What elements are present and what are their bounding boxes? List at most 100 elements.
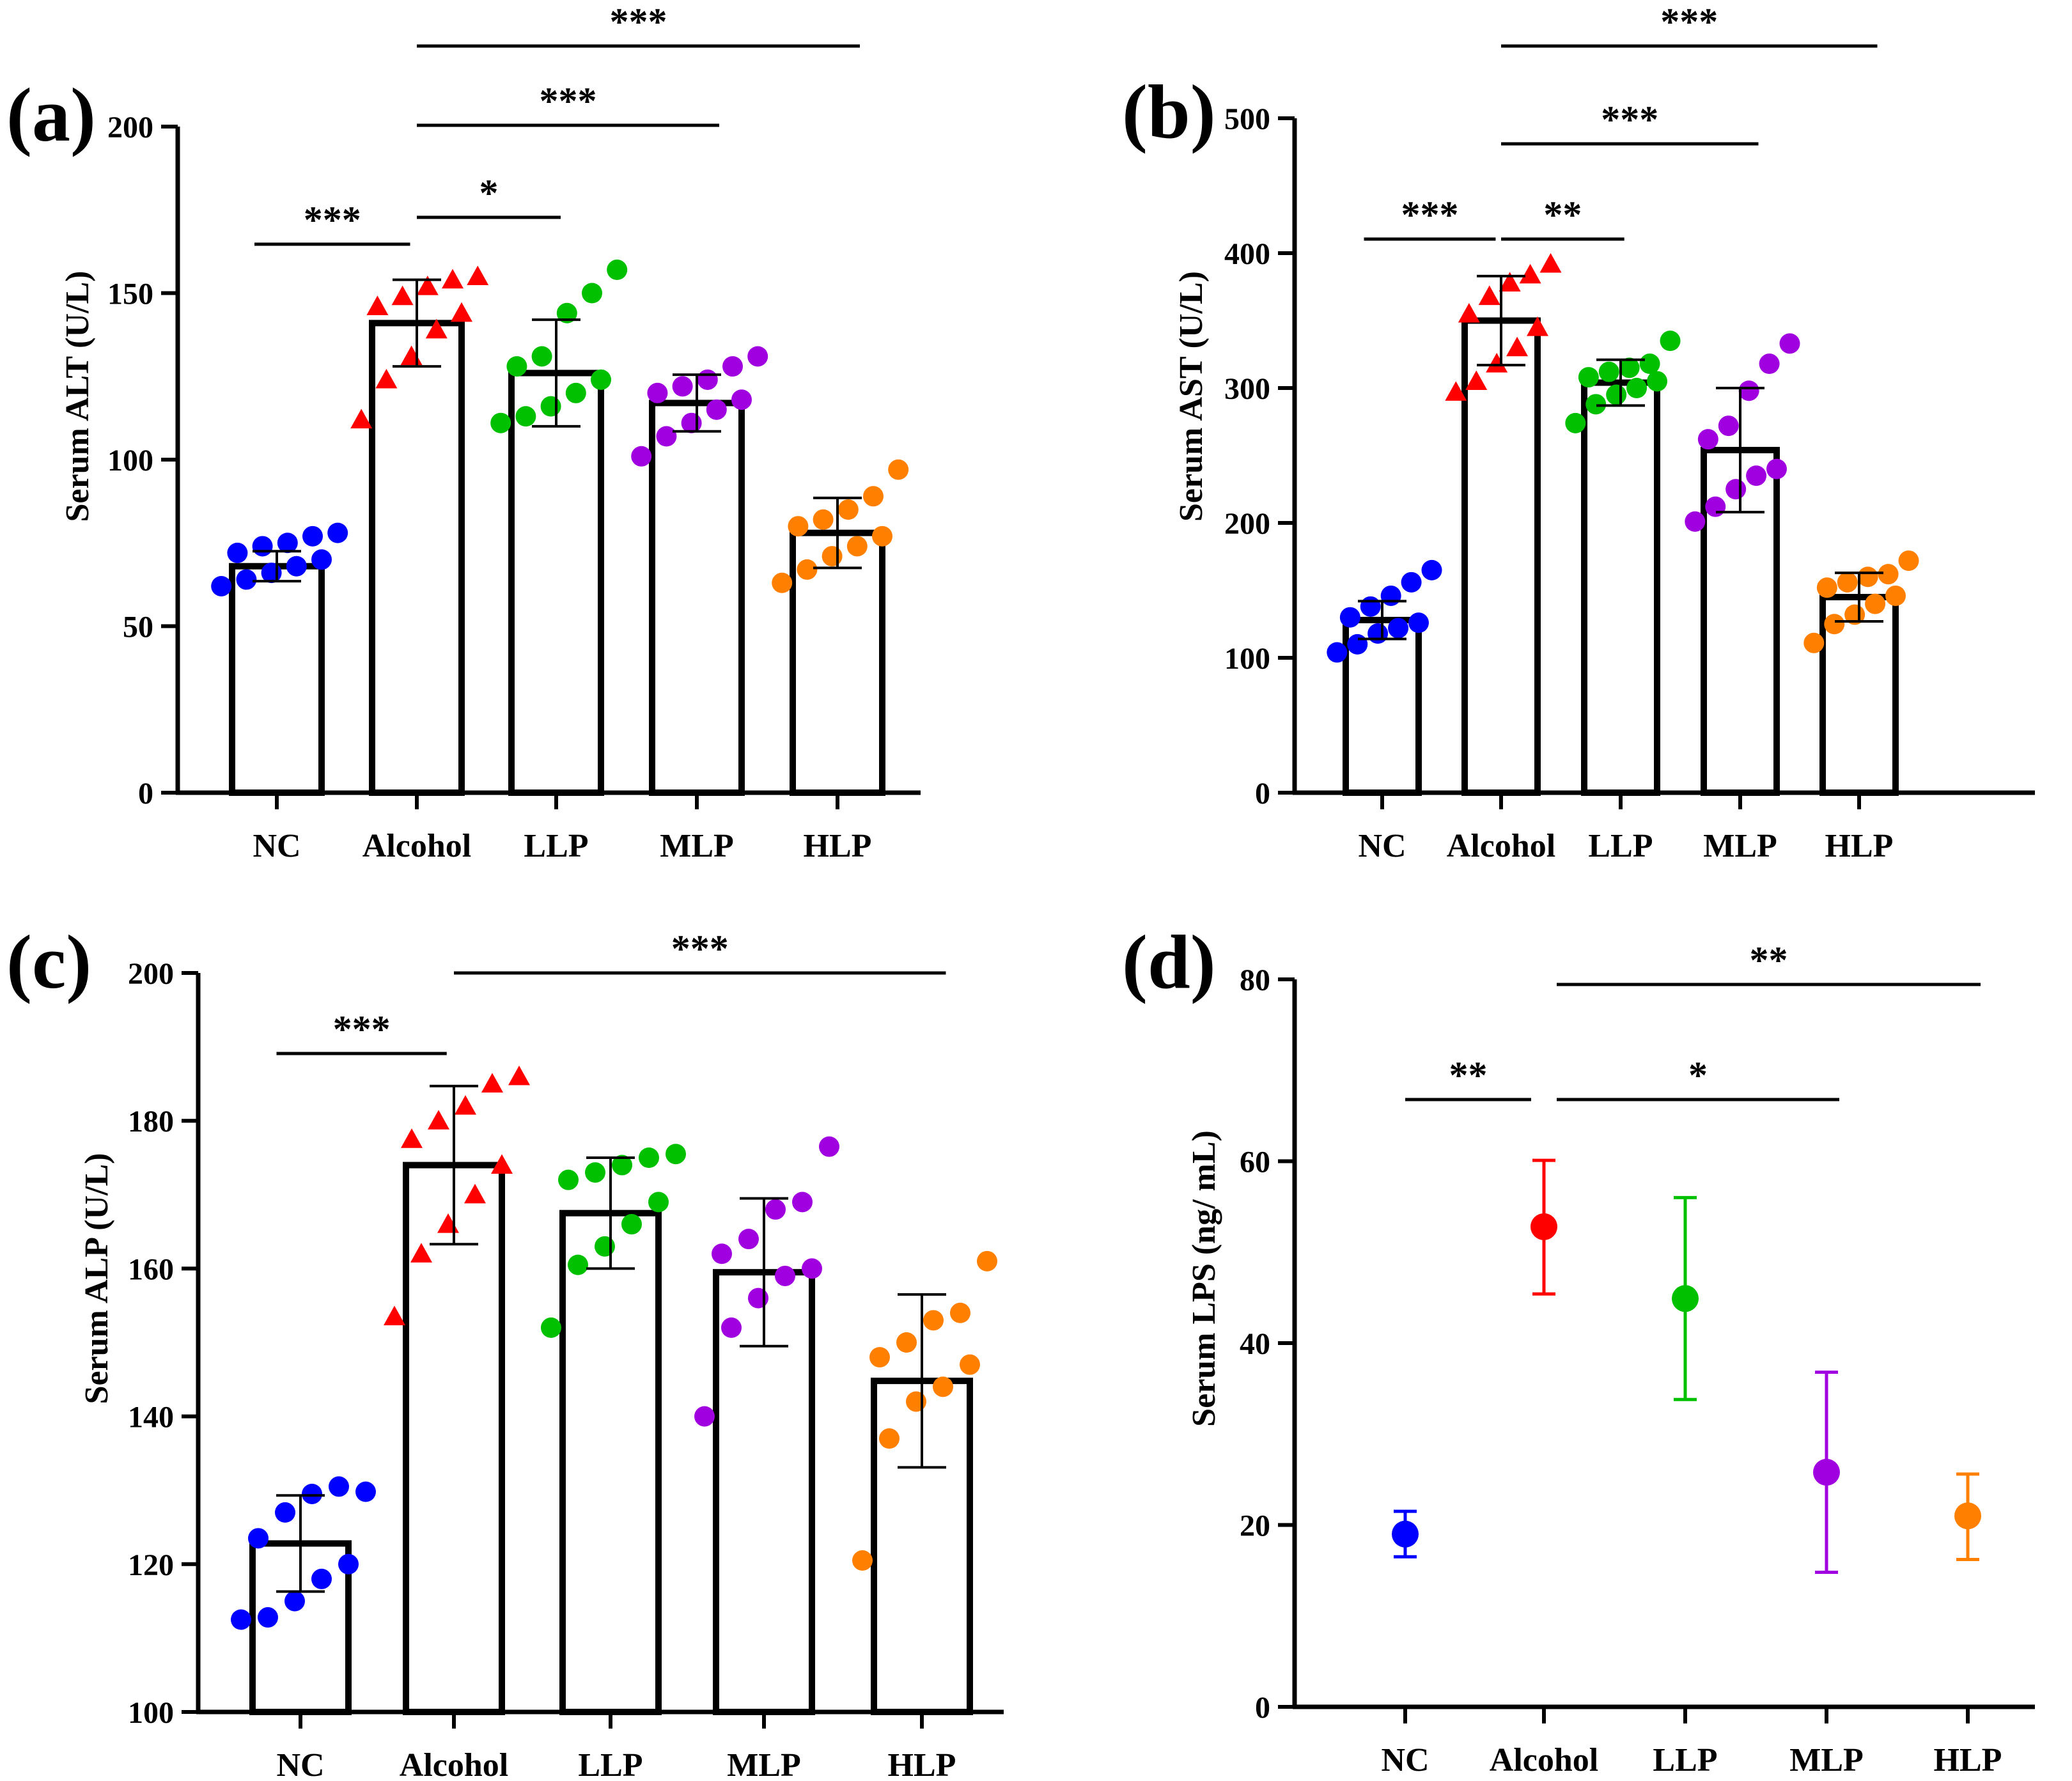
data-point-nc: [1339, 607, 1360, 628]
data-point-alcohol: [1506, 336, 1529, 357]
data-point-hlp: [1824, 614, 1845, 635]
x-tick-label-mlp: MLP: [1703, 828, 1777, 864]
data-point-nc: [1392, 1520, 1419, 1548]
data-point-hlp: [1837, 572, 1858, 593]
significance-label: ***: [1401, 194, 1458, 236]
data-point-hlp: [852, 1550, 873, 1571]
data-point-alcohol: [410, 1243, 432, 1263]
data-point-alcohol: [428, 1110, 449, 1130]
panel-d-y-axis-title: Serum LPS (ng/ mL): [1186, 1130, 1222, 1427]
panel-b-label: (b): [1122, 69, 1216, 154]
data-point-hlp: [869, 1347, 890, 1368]
data-point-llp: [1660, 331, 1681, 352]
y-tick-label: 80: [1240, 963, 1270, 997]
significance-label: ***: [1660, 1, 1718, 43]
y-tick-label: 500: [1224, 102, 1270, 136]
data-point-alcohol: [384, 1305, 405, 1326]
panel-a: (a) Serum ALT (U/L) 0 50 100 150 200 NC Alcoho…: [6, 1, 921, 864]
x-tick-label-alcohol: Alcohol: [362, 828, 471, 864]
bar-alcohol: [403, 1162, 505, 1716]
y-tick-label: 400: [1224, 237, 1270, 271]
data-point-nc: [277, 533, 298, 554]
data-point-mlp: [697, 369, 718, 390]
data-point-nc: [1380, 585, 1401, 606]
data-point-alcohol: [416, 276, 439, 295]
data-point-hlp: [797, 559, 818, 580]
data-point-nc: [1401, 572, 1422, 593]
data-point-llp: [1619, 357, 1640, 378]
y-tick-label: 300: [1224, 372, 1270, 406]
data-point-mlp: [1705, 496, 1726, 517]
bar-llp: [1581, 379, 1660, 796]
data-point-nc: [211, 575, 232, 596]
significance-label: **: [1543, 194, 1582, 236]
x-tick-label-alcohol: Alcohol: [1490, 1742, 1598, 1778]
data-point-nc: [1388, 618, 1409, 639]
bar-nc: [229, 563, 325, 796]
data-point-llp: [639, 1147, 659, 1168]
data-point-llp: [1647, 371, 1667, 392]
data-point-nc: [327, 522, 348, 543]
data-point-nc: [329, 1476, 349, 1497]
data-point-hlp: [977, 1250, 997, 1272]
data-point-nc: [1347, 634, 1368, 655]
data-point-llp: [531, 346, 552, 367]
significance-label: **: [1449, 1054, 1488, 1096]
significance-label: ***: [610, 1, 667, 43]
data-point-mlp: [1779, 333, 1800, 354]
data-point-nc: [248, 1528, 269, 1549]
significance-label: *: [479, 172, 499, 214]
data-point-hlp: [933, 1376, 953, 1397]
panel-c: (c) Serum ALP (U/L) 100 120 140 160 180 200 NC…: [6, 919, 1004, 1781]
data-point-hlp: [872, 525, 892, 547]
data-point-nc: [338, 1553, 359, 1575]
data-point-alcohol: [481, 1073, 503, 1093]
significance-label: ***: [671, 928, 729, 970]
data-point-mlp: [721, 1317, 742, 1338]
y-tick-label: 140: [128, 1401, 174, 1435]
data-point-alcohol: [350, 408, 373, 429]
x-tick-label-nc: NC: [253, 828, 300, 864]
data-point-alcohol: [366, 295, 389, 315]
significance-label: **: [1750, 939, 1788, 981]
y-tick-label: 100: [107, 444, 153, 478]
data-point-mlp: [1685, 511, 1706, 532]
significance-label: *: [1688, 1054, 1708, 1096]
data-point-hlp: [950, 1302, 970, 1323]
data-point-mlp: [1813, 1458, 1840, 1486]
data-point-llp: [490, 412, 511, 433]
data-point-hlp: [788, 516, 809, 537]
data-point-mlp: [1759, 354, 1780, 375]
data-point-nc: [1367, 623, 1389, 644]
panel-c-label: (c): [6, 919, 91, 1004]
data-point-llp: [1639, 354, 1660, 375]
x-tick-label-hlp: HLP: [1825, 828, 1894, 864]
x-tick-label-nc: NC: [276, 1747, 324, 1781]
data-point-mlp: [802, 1258, 822, 1279]
data-point-mlp: [1697, 429, 1718, 450]
data-point-mlp: [712, 1243, 732, 1264]
data-point-hlp: [896, 1332, 917, 1353]
data-point-nc: [355, 1481, 376, 1502]
data-point-llp: [556, 302, 577, 323]
data-point-alcohol: [1458, 302, 1480, 323]
y-tick-label: 0: [1255, 777, 1270, 811]
data-point-llp: [568, 1254, 588, 1275]
data-point-alcohol: [1539, 253, 1562, 273]
data-point-alcohol: [425, 318, 448, 339]
y-tick-label: 120: [128, 1548, 174, 1582]
x-tick-label-hlp: HLP: [1934, 1742, 2002, 1778]
panel-a-label: (a): [6, 72, 96, 157]
y-tick-label: 20: [1240, 1509, 1270, 1543]
data-point-nc: [284, 1590, 305, 1612]
data-point-mlp: [765, 1199, 786, 1220]
data-point-hlp: [772, 572, 793, 593]
data-point-hlp: [1857, 566, 1878, 587]
data-point-hlp: [960, 1354, 980, 1375]
data-point-hlp: [1816, 577, 1837, 598]
panel-d-label: (d): [1122, 919, 1216, 1004]
data-point-mlp: [1738, 380, 1759, 401]
data-point-hlp: [923, 1310, 944, 1331]
data-point-mlp: [819, 1136, 839, 1157]
